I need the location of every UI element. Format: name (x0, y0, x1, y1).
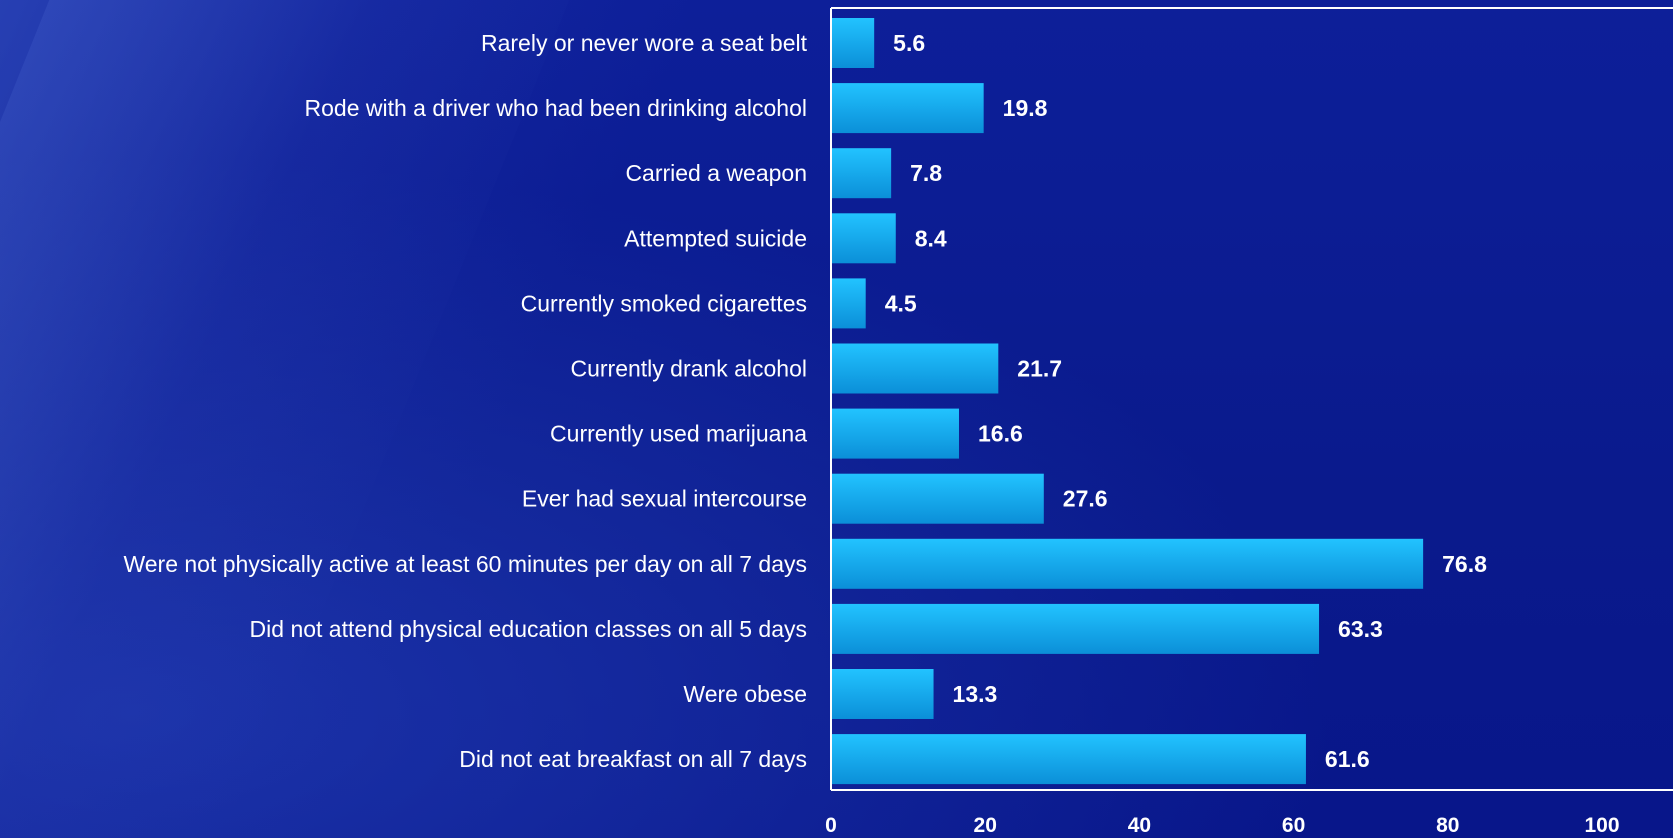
bar (832, 278, 866, 329)
category-label: Did not eat breakfast on all 7 days (459, 746, 807, 772)
data-label: 76.8 (1442, 551, 1487, 577)
x-tick-label: 100 (1584, 814, 1619, 837)
category-label: Currently smoked cigarettes (521, 290, 807, 316)
x-tick-label: 0 (825, 814, 837, 837)
category-label: Rode with a driver who had been drinking… (305, 95, 807, 121)
x-tick-label: 80 (1436, 814, 1459, 837)
data-label: 61.6 (1325, 746, 1370, 772)
category-label: Rarely or never wore a seat belt (481, 30, 808, 56)
x-tick-label: 60 (1282, 814, 1305, 837)
data-label: 4.5 (885, 290, 917, 316)
category-label: Did not attend physical education classe… (250, 616, 807, 642)
data-label: 19.8 (1003, 95, 1048, 121)
category-label: Currently drank alcohol (570, 356, 807, 382)
bar (832, 669, 934, 719)
bar (832, 603, 1320, 654)
category-label: Were not physically active at least 60 m… (123, 551, 807, 577)
data-label: 7.8 (910, 160, 942, 186)
category-label: Currently used marijuana (550, 421, 807, 447)
bar (832, 408, 959, 459)
bar (832, 83, 984, 134)
x-tick-label: 40 (1128, 814, 1151, 837)
x-tick-label: 20 (974, 814, 997, 837)
data-label: 21.7 (1017, 356, 1062, 382)
data-label: 5.6 (893, 30, 925, 56)
category-label: Carried a weapon (625, 160, 807, 186)
data-label: 63.3 (1338, 616, 1383, 642)
bar (832, 343, 999, 394)
data-label: 27.6 (1063, 486, 1108, 512)
bar (832, 734, 1306, 785)
bar (832, 18, 875, 68)
category-label: Were obese (683, 681, 807, 707)
bar (832, 148, 892, 199)
data-label: 16.6 (978, 421, 1023, 447)
bar (832, 538, 1424, 589)
data-label: 13.3 (953, 681, 998, 707)
category-label: Attempted suicide (624, 225, 807, 251)
category-label: Ever had sexual intercourse (522, 486, 807, 512)
bar (832, 213, 896, 264)
bar (832, 473, 1044, 524)
data-label: 8.4 (915, 225, 947, 251)
